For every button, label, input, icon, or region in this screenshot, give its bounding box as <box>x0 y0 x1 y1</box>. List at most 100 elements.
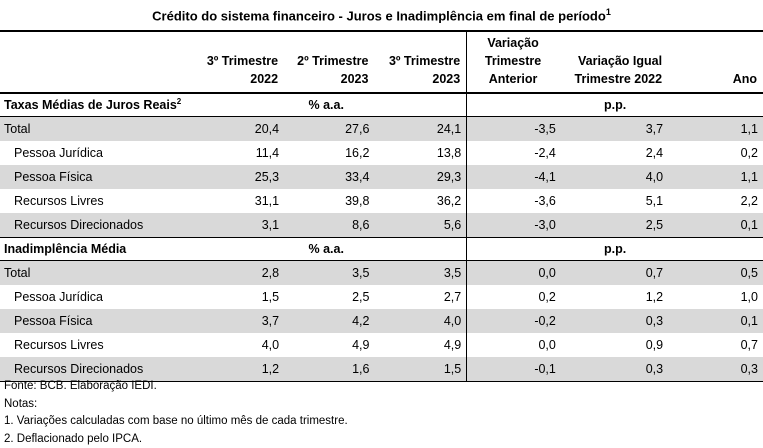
value-cell: 0,7 <box>561 261 668 286</box>
note-1: 1. Variações calculadas com base no últi… <box>4 413 348 431</box>
value-cell: 0,1 <box>668 309 763 333</box>
value-cell: 0,0 <box>467 333 561 357</box>
value-cell: 1,0 <box>668 285 763 309</box>
value-cell: 25,3 <box>186 165 284 189</box>
value-cell: 0,2 <box>668 141 763 165</box>
section-unit-right: p.p. <box>467 93 763 117</box>
value-cell: 1,1 <box>668 117 763 142</box>
value-cell: 13,8 <box>374 141 466 165</box>
value-cell: 27,6 <box>284 117 374 142</box>
value-cell: 4,9 <box>374 333 466 357</box>
row-label: Recursos Livres <box>0 333 186 357</box>
value-cell: -3,5 <box>467 117 561 142</box>
value-cell: 0,9 <box>561 333 668 357</box>
value-cell: 4,9 <box>284 333 374 357</box>
value-cell: 2,5 <box>561 213 668 238</box>
table-body: Taxas Médias de Juros Reais2% a.a.p.p.To… <box>0 93 763 382</box>
section-unit-left: % a.a. <box>186 93 466 117</box>
value-cell: 0,3 <box>561 357 668 382</box>
value-cell: 0,0 <box>467 261 561 286</box>
value-cell: 0,1 <box>668 213 763 238</box>
note-2: 2. Deflacionado pelo IPCA. <box>4 431 348 448</box>
value-cell: 3,5 <box>284 261 374 286</box>
value-cell: 29,3 <box>374 165 466 189</box>
value-cell: 2,2 <box>668 189 763 213</box>
value-cell: 0,5 <box>668 261 763 286</box>
value-cell: -3,0 <box>467 213 561 238</box>
row-label: Total <box>0 261 186 286</box>
section-header-row: Taxas Médias de Juros Reais2% a.a.p.p. <box>0 93 763 117</box>
section-label: Taxas Médias de Juros Reais2 <box>0 93 186 117</box>
value-cell: 33,4 <box>284 165 374 189</box>
value-cell: 0,3 <box>561 309 668 333</box>
value-cell: 11,4 <box>186 141 284 165</box>
value-cell: 3,1 <box>186 213 284 238</box>
value-cell: -3,6 <box>467 189 561 213</box>
value-cell: -4,1 <box>467 165 561 189</box>
header-label-col <box>0 31 186 93</box>
footnotes: Fonte: BCB. Elaboração IEDI. Notas: 1. V… <box>4 378 348 448</box>
section-header-row: Inadimplência Média% a.a.p.p. <box>0 238 763 261</box>
value-cell: 8,6 <box>284 213 374 238</box>
value-cell: 1,2 <box>561 285 668 309</box>
value-cell: 0,7 <box>668 333 763 357</box>
value-cell: 0,2 <box>467 285 561 309</box>
value-cell: 2,8 <box>186 261 284 286</box>
value-cell: 3,7 <box>561 117 668 142</box>
header-col-6: Ano <box>668 31 763 93</box>
value-cell: -2,4 <box>467 141 561 165</box>
value-cell: 31,1 <box>186 189 284 213</box>
notes-heading: Notas: <box>4 396 348 414</box>
row-label: Pessoa Jurídica <box>0 141 186 165</box>
value-cell: 20,4 <box>186 117 284 142</box>
value-cell: 5,1 <box>561 189 668 213</box>
value-cell: 3,7 <box>186 309 284 333</box>
row-label: Recursos Livres <box>0 189 186 213</box>
value-cell: 24,1 <box>374 117 466 142</box>
value-cell: 2,7 <box>374 285 466 309</box>
title-footnote-marker: 1 <box>606 7 611 17</box>
value-cell: 39,8 <box>284 189 374 213</box>
value-cell: 0,3 <box>668 357 763 382</box>
value-cell: -0,2 <box>467 309 561 333</box>
value-cell: -0,1 <box>467 357 561 382</box>
section-label: Inadimplência Média <box>0 238 186 261</box>
table-title: Crédito do sistema financeiro - Juros e … <box>0 7 763 23</box>
value-cell: 4,2 <box>284 309 374 333</box>
value-cell: 1,5 <box>374 357 466 382</box>
value-cell: 1,5 <box>186 285 284 309</box>
value-cell: 4,0 <box>374 309 466 333</box>
value-cell: 2,5 <box>284 285 374 309</box>
row-label: Pessoa Física <box>0 165 186 189</box>
value-cell: 4,0 <box>561 165 668 189</box>
value-cell: 4,0 <box>186 333 284 357</box>
value-cell: 5,6 <box>374 213 466 238</box>
section-unit-left: % a.a. <box>186 238 466 261</box>
value-cell: 3,5 <box>374 261 466 286</box>
value-cell: 36,2 <box>374 189 466 213</box>
row-label: Recursos Direcionados <box>0 213 186 238</box>
row-label: Pessoa Jurídica <box>0 285 186 309</box>
source-note: Fonte: BCB. Elaboração IEDI. <box>4 378 348 396</box>
row-label: Pessoa Física <box>0 309 186 333</box>
value-cell: 1,1 <box>668 165 763 189</box>
row-label: Total <box>0 117 186 142</box>
table-title-text: Crédito do sistema financeiro - Juros e … <box>152 8 606 23</box>
value-cell: 16,2 <box>284 141 374 165</box>
value-cell: 2,4 <box>561 141 668 165</box>
